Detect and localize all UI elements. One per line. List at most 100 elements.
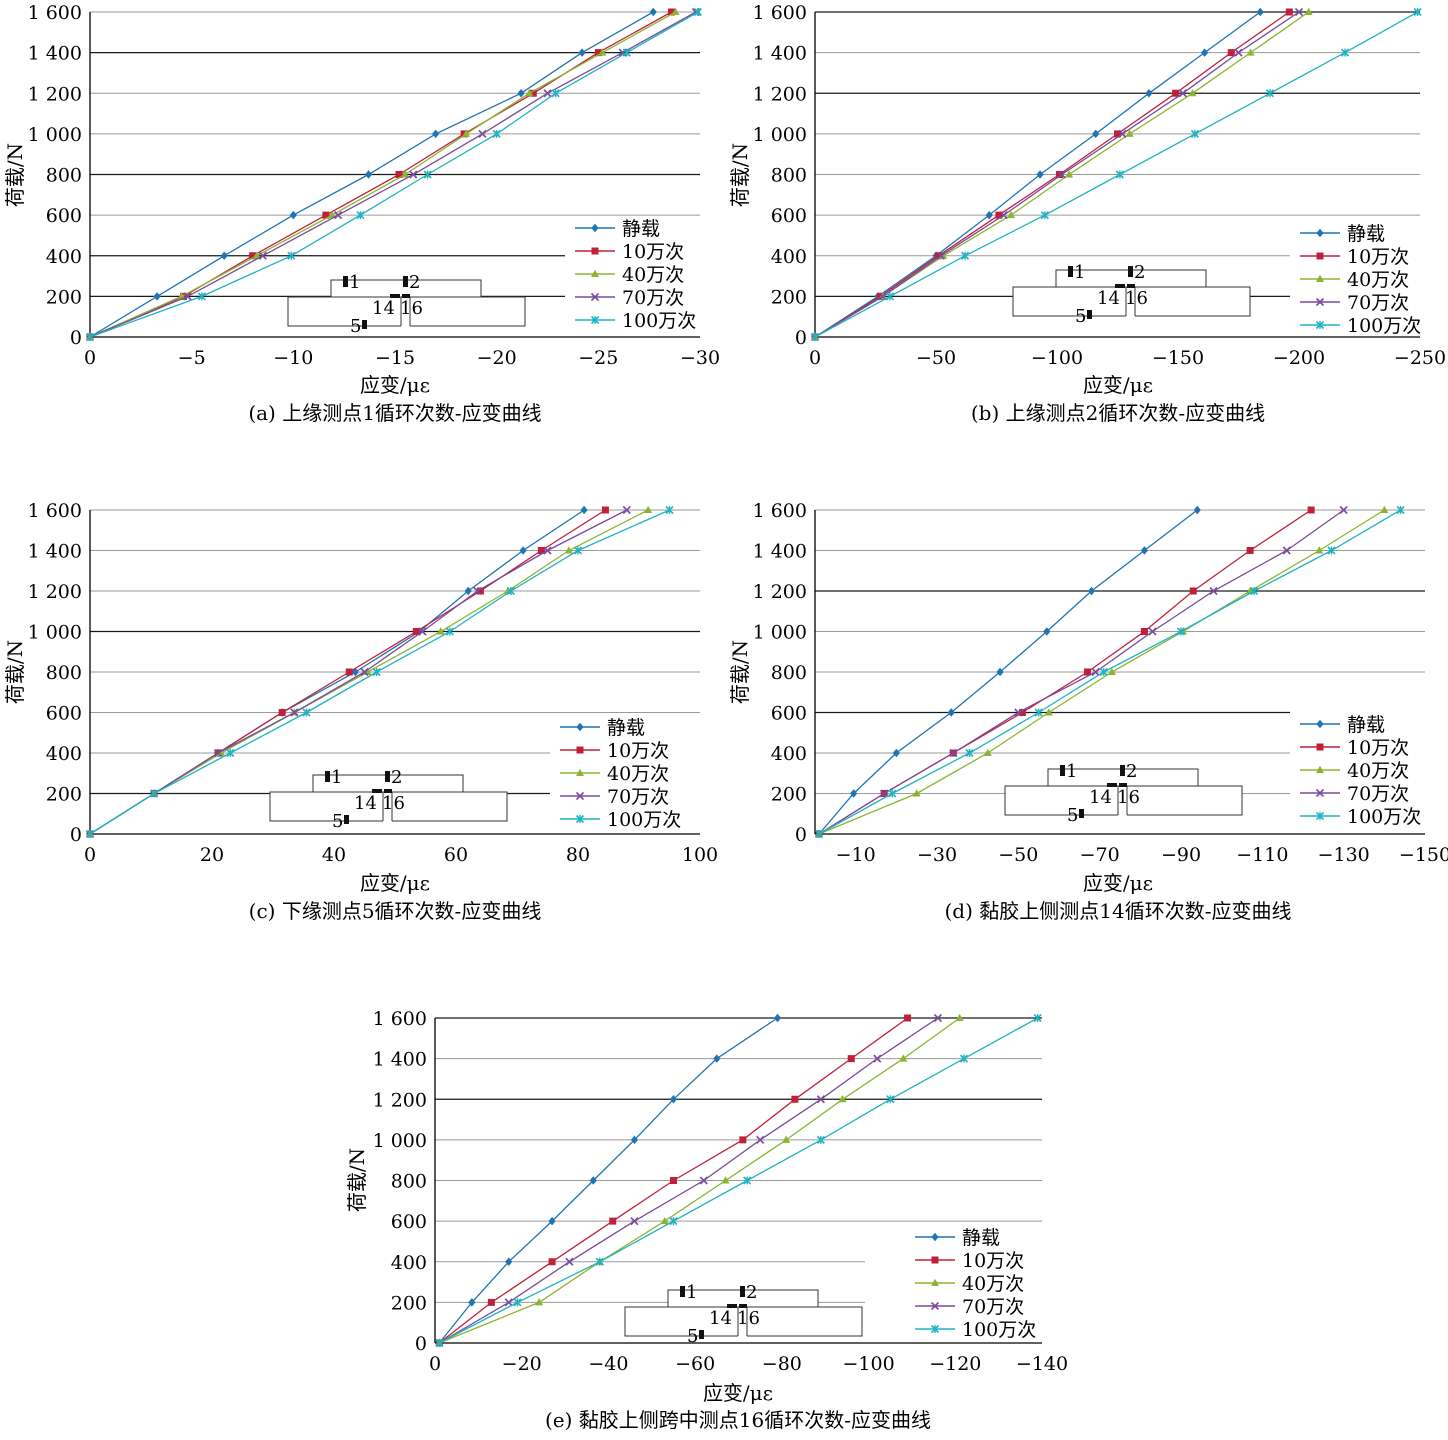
data-point — [289, 210, 297, 220]
data-point — [1246, 547, 1254, 554]
data-point — [529, 89, 537, 97]
x-tick-label: 20 — [200, 844, 224, 866]
data-point — [660, 1216, 669, 1225]
data-point — [1282, 546, 1291, 555]
data-point — [1114, 130, 1121, 138]
data-point — [669, 1095, 678, 1104]
data-point — [462, 129, 471, 137]
data-point — [756, 1135, 765, 1144]
x-tick-label: −100 — [842, 1353, 894, 1375]
data-point — [1250, 586, 1259, 596]
chart-panel: 0 200 400 600 800 1 000 1 200 1 400 1 600 0 −5 −10 −… — [3, 2, 720, 425]
data-point — [816, 1135, 825, 1144]
y-tick-label: 200 — [391, 1292, 427, 1314]
data-point — [1396, 505, 1405, 515]
data-point — [1201, 48, 1209, 57]
gauge-label-2: 2 — [746, 1282, 757, 1303]
legend-label: 100万次 — [607, 809, 681, 831]
diagram-gap — [401, 297, 410, 327]
data-point — [519, 546, 527, 555]
data-point — [622, 505, 631, 515]
y-tick-label: 800 — [771, 165, 807, 187]
y-tick-label: 600 — [771, 205, 807, 227]
y-tick-label: 1 200 — [753, 83, 807, 105]
y-tick-label: 0 — [70, 824, 82, 846]
gauge-16 — [1127, 284, 1135, 288]
x-axis-label: 应变/με — [1083, 871, 1153, 895]
y-tick-label: 1 600 — [753, 2, 807, 24]
data-point — [899, 1054, 908, 1062]
y-tick-label: 1 200 — [373, 1089, 427, 1111]
x-tick-label: −5 — [178, 347, 206, 369]
data-point — [1007, 210, 1016, 219]
y-tick-label: 1 400 — [28, 43, 82, 65]
data-point — [1178, 89, 1187, 98]
data-point — [1034, 708, 1043, 717]
gauge-1 — [343, 276, 348, 287]
data-point — [1118, 129, 1127, 138]
y-tick-label: 1 400 — [753, 541, 807, 563]
gauge-14 — [1107, 783, 1117, 787]
data-point — [473, 586, 482, 596]
data-point — [1265, 89, 1275, 98]
legend-label: 40万次 — [962, 1273, 1024, 1295]
data-point — [1044, 708, 1053, 716]
y-tick-label: 0 — [795, 824, 807, 846]
x-axis-label: 应变/με — [1083, 373, 1153, 397]
data-point — [649, 7, 657, 17]
gauge-16 — [402, 294, 410, 298]
gauge-14 — [372, 789, 382, 793]
legend-label: 10万次 — [607, 740, 669, 762]
data-point — [535, 1298, 544, 1306]
data-point — [671, 7, 680, 15]
legend-label: 70万次 — [607, 786, 669, 808]
data-point — [669, 1177, 677, 1184]
gauge-2 — [403, 276, 408, 287]
data-point — [302, 708, 311, 717]
y-tick-label: 1 000 — [28, 622, 82, 644]
y-tick-label: 400 — [771, 743, 807, 765]
legend-label: 静载 — [1347, 223, 1385, 245]
legend-marker — [591, 269, 599, 277]
gauge-5 — [1079, 809, 1084, 818]
chart-caption: (a) 上缘测点1循环次数-应变曲线 — [248, 401, 541, 425]
data-point — [947, 708, 955, 717]
data-point — [743, 1176, 752, 1185]
gauge-16 — [739, 1304, 747, 1308]
data-point — [595, 1257, 604, 1266]
gridlines — [90, 509, 700, 795]
gauge-16 — [384, 789, 392, 793]
chart-panel: 0 200 400 600 800 1 000 1 200 1 400 1 600 0 −20 −40… — [345, 1008, 1068, 1432]
data-point — [1057, 170, 1066, 179]
data-point — [816, 1095, 825, 1104]
y-tick-label: 1 000 — [753, 622, 807, 644]
section-diagram: 1 2 14 16 5 — [1012, 262, 1251, 327]
data-point — [290, 708, 299, 717]
gauge-5 — [362, 320, 367, 329]
y-tick-label: 1 600 — [28, 2, 82, 24]
legend-label: 40万次 — [622, 264, 684, 286]
gauge-label-14: 14 — [709, 1308, 732, 1329]
gauge-label-5: 5 — [332, 811, 343, 832]
data-point — [85, 332, 95, 342]
data-point — [1176, 627, 1186, 636]
gauge-label-14: 14 — [1097, 288, 1120, 309]
legend-label: 静载 — [1347, 714, 1385, 736]
y-axis-label: 荷载/N — [3, 143, 27, 207]
data-point — [580, 505, 588, 515]
data-point — [418, 627, 427, 636]
diagram-gap — [383, 792, 392, 822]
y-tick-label: 1 200 — [28, 581, 82, 603]
data-point — [1188, 89, 1197, 97]
data-point — [1193, 505, 1201, 515]
gridlines — [815, 11, 1420, 298]
data-point — [1190, 129, 1200, 138]
legend-marker — [576, 722, 584, 732]
data-point — [543, 546, 552, 555]
legend-marker — [1316, 252, 1324, 260]
data-point — [1380, 505, 1389, 513]
legend-label: 10万次 — [962, 1250, 1024, 1272]
data-point — [287, 251, 296, 260]
data-point — [838, 1095, 847, 1103]
